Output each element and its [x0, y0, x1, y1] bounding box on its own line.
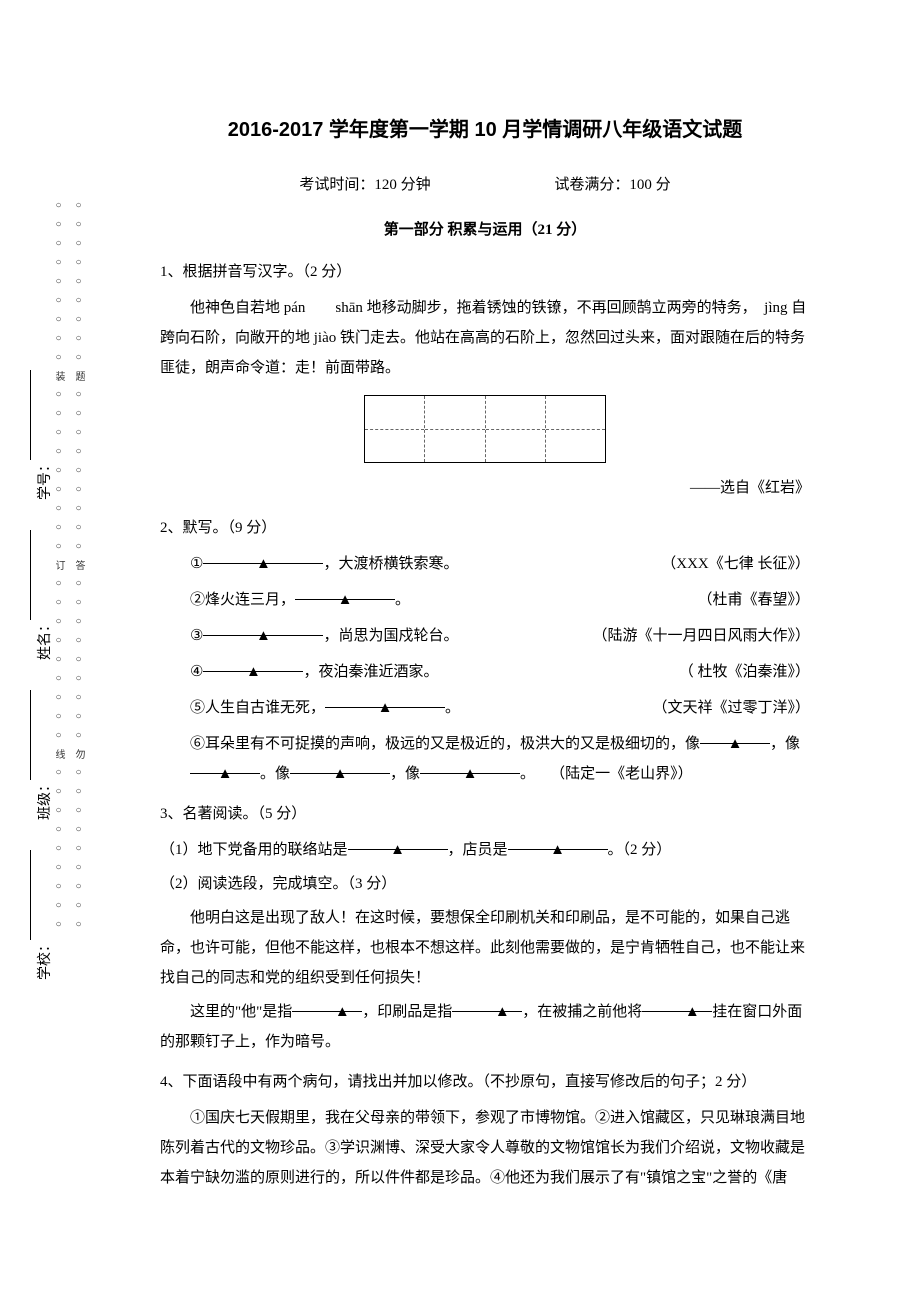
q1-source: ——选自《红岩》 — [160, 473, 810, 503]
field-name-line — [30, 530, 31, 620]
q3-para: 他明白这是出现了敌人！在这时候，要想保全印刷机关和印刷品，是不可能的，如果自己逃… — [160, 903, 810, 993]
fill-blank: ▲ — [642, 997, 712, 1012]
field-school: 学校： — [34, 938, 54, 980]
exam-score: 试卷满分：100 分 — [554, 170, 670, 200]
fill-blank: ▲ — [203, 549, 323, 564]
q3-title: 3、名著阅读。（5 分） — [160, 799, 810, 829]
field-class-line — [30, 690, 31, 780]
binding-dots-1: ○○○○○○○○○装○○○○○○○○○订○○○○○○○○○线○○○○○○○○○ — [46, 200, 66, 1030]
q4-title: 4、下面语段中有两个病句，请找出并加以修改。（不抄原句，直接写修改后的句子；2 … — [160, 1067, 810, 1097]
fill-blank: ▲ — [295, 585, 395, 600]
q2-title: 2、默写。（9 分） — [160, 513, 810, 543]
q2-item-2: ②烽火连三月，▲。 （杜甫《春望》） — [160, 585, 810, 615]
answer-grid — [364, 395, 606, 463]
q3-sub1: （1）地下党备用的联络站是▲，店员是▲。（2 分） — [160, 835, 810, 865]
q2-item-1: ①▲，大渡桥横铁索寒。 （XXX《七律 长征》） — [160, 549, 810, 579]
q2-item-4: ④▲，夜泊秦淮近酒家。 （ 杜牧《泊秦淮》） — [160, 657, 810, 687]
fill-blank: ▲ — [292, 997, 362, 1012]
fill-blank: ▲ — [203, 657, 303, 672]
grid-cell — [425, 396, 485, 462]
fill-blank: ▲ — [190, 759, 260, 774]
q3-sub2: （2）阅读选段，完成填空。（3 分） — [160, 869, 810, 899]
fill-blank: ▲ — [290, 759, 390, 774]
grid-cell — [486, 396, 546, 462]
binding-dots-2: ○○○○○○○○○题○○○○○○○○○答○○○○○○○○○勿○○○○○○○○○ — [66, 200, 86, 1030]
fill-blank: ▲ — [203, 621, 323, 636]
q2-item-3: ③▲，尚思为国戍轮台。 （陆游《十一月四日风雨大作》） — [160, 621, 810, 651]
field-school-line — [30, 850, 31, 940]
grid-cell — [546, 396, 605, 462]
field-id: 学号： — [34, 458, 54, 500]
field-id-line — [30, 370, 31, 460]
q2-item-6: ⑥耳朵里有不可捉摸的声响，极远的又是极近的，极洪大的又是极细切的，像▲，像 ▲。… — [160, 729, 810, 789]
q4-para: ①国庆七天假期里，我在父母亲的带领下，参观了市博物馆。②进入馆藏区，只见琳琅满目… — [160, 1103, 810, 1193]
q2-item-5: ⑤人生自古谁无死，▲。 （文天祥《过零丁洋》） — [160, 693, 810, 723]
exam-info: 考试时间：120 分钟 试卷满分：100 分 — [160, 170, 810, 200]
q1-text: 他神色自若地 pán shān 地移动脚步，拖着锈蚀的铁镣，不再回顾鹄立两旁的特… — [160, 293, 810, 383]
field-name: 姓名： — [34, 618, 54, 660]
part1-title: 第一部分 积累与运用（21 分） — [160, 215, 810, 245]
fill-blank: ▲ — [452, 997, 522, 1012]
page-content: 2016-2017 学年度第一学期 10 月学情调研八年级语文试题 考试时间：1… — [0, 0, 920, 1257]
q1-title: 1、根据拼音写汉字。（2 分） — [160, 257, 810, 287]
grid-cell — [365, 396, 425, 462]
fill-blank: ▲ — [348, 835, 448, 850]
exam-time: 考试时间：120 分钟 — [299, 170, 430, 200]
q3-fill: 这里的"他"是指▲，印刷品是指▲，在被捕之前他将▲挂在窗口外面的那颗钉子上，作为… — [160, 997, 810, 1057]
fill-blank: ▲ — [508, 835, 608, 850]
fill-blank: ▲ — [700, 729, 770, 744]
exam-title: 2016-2017 学年度第一学期 10 月学情调研八年级语文试题 — [160, 110, 810, 150]
field-class: 班级： — [34, 778, 54, 820]
fill-blank: ▲ — [420, 759, 520, 774]
fill-blank: ▲ — [325, 693, 445, 708]
